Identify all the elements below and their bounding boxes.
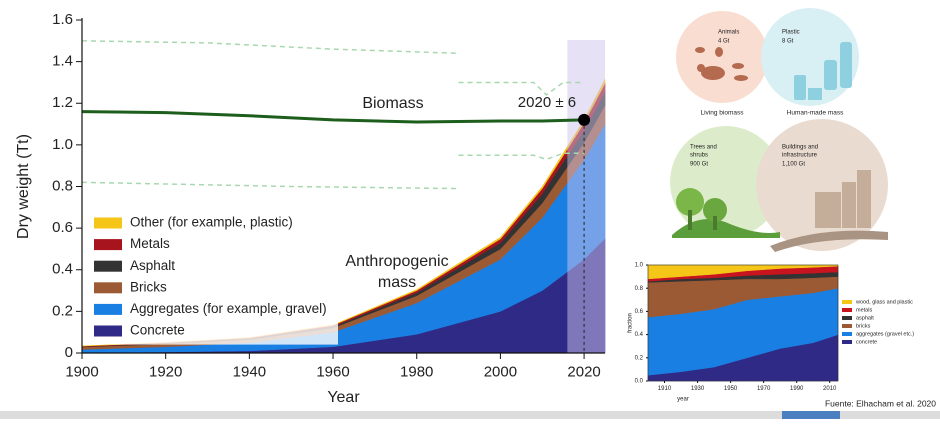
- legend-label: metals: [856, 307, 872, 313]
- x-tick-label: 1910: [658, 386, 672, 392]
- uncertainty-band: [567, 40, 605, 353]
- bound-line: [81, 181, 459, 190]
- legend-label: aggregates (gravel etc.): [856, 331, 914, 337]
- y-tick-label: 0.6: [52, 219, 73, 236]
- x-tick-label: 1940: [233, 363, 266, 380]
- y-tick-label: 0.4: [635, 332, 644, 338]
- legend-background: [88, 211, 338, 345]
- bottom-strip: [0, 411, 940, 419]
- plastic-name: Plastic: [782, 30, 800, 36]
- buildings-value: 1,100 Gt: [782, 162, 805, 168]
- x-tick-label: 1950: [724, 386, 738, 392]
- buildings-name: Buildings and: [782, 145, 818, 151]
- buildings-name: infrastructure: [782, 153, 818, 159]
- chart: 0.0 0.2 0.4 0.6 0.8 1.0 1910 1930 1950 1970 1990 20…: [628, 263, 915, 403]
- animals-name: Animals: [718, 30, 739, 36]
- x-tick-label: 1960: [316, 363, 349, 380]
- chart: Biomass Anthropogenic mass 2020 ± 6 0 0.2 0.4 0…: [15, 11, 606, 406]
- legend-swatch: [94, 260, 122, 272]
- y-tick-label: 1.4: [52, 53, 73, 70]
- x-tick-label: 1920: [149, 363, 182, 380]
- y-tick-label: 0.0: [635, 379, 644, 385]
- x-tick-label: 1980: [400, 363, 433, 380]
- legend-swatch: [842, 300, 852, 304]
- animal-icons: [695, 47, 748, 81]
- x-tick-label: 2010: [823, 386, 837, 392]
- y-tick-label: 1.0: [635, 263, 644, 269]
- legend-swatch: [94, 217, 122, 229]
- source: Fuente: Elhacham et al. 2020: [825, 398, 936, 408]
- legend-label: asphalt: [856, 315, 874, 321]
- legend-swatch: [842, 332, 852, 336]
- x-axis-label: Year: [327, 389, 360, 406]
- legend-label: bricks: [856, 323, 871, 329]
- y-tick-label: 0.2: [635, 355, 644, 361]
- animals-circle: [676, 11, 768, 103]
- legend-swatch: [842, 316, 852, 320]
- building-icons: [770, 170, 888, 252]
- x-tick-label: 1970: [757, 386, 771, 392]
- legend-label: concrete: [856, 339, 877, 345]
- legend-swatch: [842, 340, 852, 344]
- biomass-line: [81, 110, 585, 124]
- y-tick-label: 1.6: [52, 11, 73, 28]
- y-tick-label: 0.2: [52, 302, 73, 319]
- y-axis-label: fraction: [628, 313, 634, 333]
- plastic-icons: [794, 42, 852, 100]
- x-axis-label: year: [677, 397, 689, 403]
- y-tick-label: 0: [65, 344, 73, 361]
- y-axis-label: Dry weight (Tt): [15, 134, 32, 239]
- trees-name: Trees and: [690, 145, 717, 151]
- legend-label: Asphalt: [130, 258, 175, 273]
- plastic-value: 8 Gt: [782, 39, 794, 45]
- x-tick-label: 1900: [65, 363, 98, 380]
- human-made-mass: Human-made mass: [787, 110, 844, 117]
- legend-label: Aggregates (for example, gravel): [130, 301, 327, 316]
- x-tick-label: 1990: [790, 386, 804, 392]
- trees-value: 900 Gt: [690, 162, 708, 168]
- legend: Concrete Aggregates (for example, gravel)…: [88, 211, 338, 345]
- infographic: Animals 4 Gt Plastic 8 Gt Living biomass…: [670, 8, 888, 252]
- x-tick-label: 2000: [484, 363, 517, 380]
- animals-value: 4 Gt: [718, 39, 730, 45]
- area-label: Anthropogenic: [345, 253, 448, 270]
- legend-label: wood, glass and plastic: [855, 299, 913, 305]
- y-tick-label: 0.4: [52, 261, 73, 278]
- bound-line: [81, 40, 459, 55]
- trees-name: shrubs: [690, 153, 708, 159]
- legend-swatch: [94, 303, 122, 315]
- legend-label: Bricks: [130, 279, 167, 294]
- y-tick-label: 0.8: [52, 177, 73, 194]
- y-tick-label: 0.8: [635, 286, 644, 292]
- legend: concrete aggregates (gravel etc.) bricks as…: [842, 299, 914, 345]
- bottom-strip-accent: [782, 411, 840, 419]
- x-tick-label: 2020: [567, 363, 600, 380]
- area-label: mass: [378, 274, 416, 291]
- legend-swatch: [842, 324, 852, 328]
- legend-swatch: [842, 308, 852, 312]
- legend-swatch: [94, 239, 122, 251]
- y-tick-label: 1.0: [52, 136, 73, 153]
- tree-icons: [672, 188, 780, 238]
- line-label: Biomass: [362, 95, 423, 112]
- marker-label: 2020 ± 6: [518, 94, 576, 111]
- bound-line: [458, 81, 585, 96]
- legend-label: Other (for example, plastic): [130, 215, 293, 230]
- y-tick-label: 0.6: [635, 309, 644, 315]
- y-tick-label: 1.2: [52, 94, 73, 111]
- legend-label: Metals: [130, 236, 170, 251]
- legend-swatch: [94, 325, 122, 337]
- legend-label: Concrete: [130, 323, 185, 338]
- marker-point: [578, 113, 591, 126]
- plot-frame: [647, 264, 839, 382]
- x-tick-label: 1930: [691, 386, 705, 392]
- living-biomass: Living biomass: [701, 110, 745, 117]
- legend-swatch: [94, 282, 122, 294]
